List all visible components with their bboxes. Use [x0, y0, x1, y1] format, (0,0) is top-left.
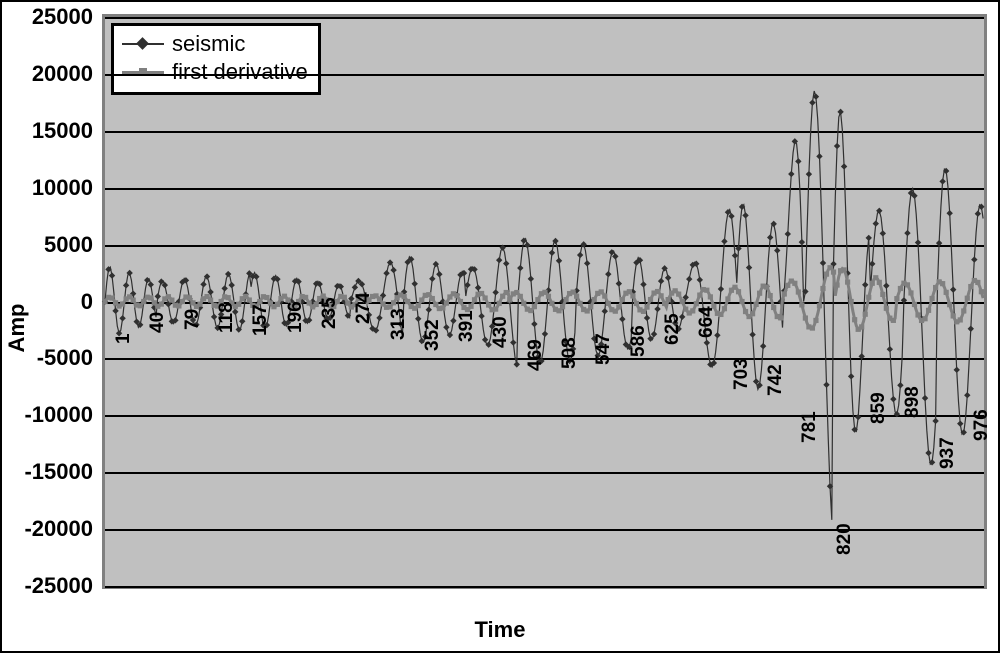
chart-container: Amp seismic first derivative 14079118157…: [0, 0, 1000, 653]
x-tick-label: 1: [113, 333, 135, 344]
y-tick-label: 20000: [32, 61, 93, 87]
y-tick-label: -20000: [24, 516, 93, 542]
x-tick-label: 430: [490, 317, 512, 349]
x-tick-label: 235: [319, 297, 341, 329]
x-tick-label: 196: [285, 302, 307, 334]
x-tick-label: 547: [593, 333, 615, 365]
y-tick-label: -15000: [24, 459, 93, 485]
x-axis-label: Time: [2, 617, 998, 643]
y-tick-label: -25000: [24, 573, 93, 599]
x-tick-label: 79: [182, 308, 204, 329]
y-tick-label: 10000: [32, 175, 93, 201]
x-tick-label: 157: [250, 305, 272, 337]
x-tick-label: 391: [456, 310, 478, 342]
x-tick-label: 40: [147, 312, 169, 333]
plot-area: seismic first derivative 140791181571962…: [102, 14, 987, 589]
y-tick-label: 0: [81, 289, 93, 315]
y-tick-label: 5000: [44, 232, 93, 258]
x-tick-label: 820: [834, 524, 856, 556]
x-tick-label: 625: [662, 313, 684, 345]
y-tick-label: -5000: [37, 345, 93, 371]
x-tick-label: 781: [799, 411, 821, 443]
x-tick-label: 937: [937, 437, 959, 469]
x-tick-label: 118: [216, 302, 238, 333]
x-tick-label: 976: [971, 409, 993, 441]
y-tick-label: 25000: [32, 4, 93, 30]
x-tick-label: 274: [353, 292, 375, 324]
x-tick-label: 898: [902, 386, 924, 418]
y-tick-label: 15000: [32, 118, 93, 144]
x-tick-label: 703: [731, 358, 753, 390]
x-tick-label: 664: [696, 306, 718, 338]
y-axis-label: Amp: [4, 304, 30, 353]
x-tick-label: 313: [388, 309, 410, 341]
grid-line: [105, 586, 984, 588]
x-tick-label: 469: [525, 339, 547, 371]
x-tick-label: 859: [868, 392, 890, 424]
x-tick-label: 742: [765, 365, 787, 397]
x-tick-label: 508: [559, 337, 581, 369]
x-tick-label: 586: [628, 325, 650, 357]
y-tick-label: -10000: [24, 402, 93, 428]
x-tick-label: 352: [422, 320, 444, 352]
